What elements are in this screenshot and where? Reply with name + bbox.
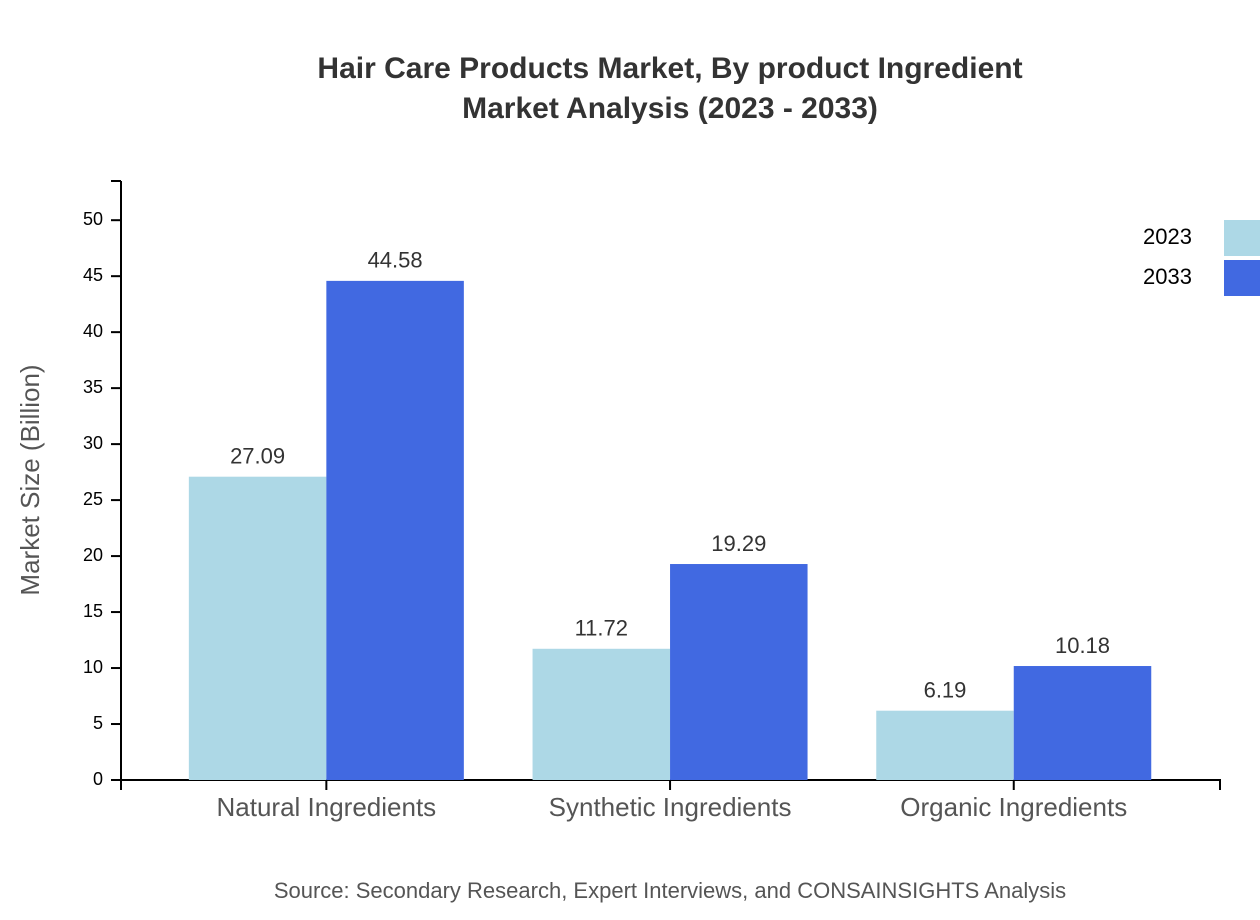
x-tick-label: Organic Ingredients (900, 792, 1127, 822)
value-label: 6.19 (924, 678, 967, 703)
legend-swatch (1224, 220, 1260, 256)
value-label: 11.72 (575, 616, 628, 641)
value-label: 27.09 (230, 444, 285, 469)
value-label: 10.18 (1055, 633, 1110, 658)
bar (326, 280, 464, 780)
legend-swatch (1224, 260, 1260, 296)
legend-label: 2033 (1143, 264, 1192, 289)
value-label: 19.29 (711, 531, 766, 556)
source-note: Source: Secondary Research, Expert Inter… (274, 878, 1066, 903)
bar (188, 476, 327, 780)
bar (532, 648, 671, 780)
bar (876, 710, 1014, 780)
y-axis-label: Market Size (Billion) (15, 364, 45, 595)
y-tick-label: 50 (83, 209, 103, 229)
y-tick-label: 25 (83, 489, 103, 509)
bar (670, 564, 808, 780)
y-tick-label: 20 (83, 545, 103, 565)
chart-title: Hair Care Products Market, By product In… (317, 52, 1022, 85)
y-tick-label: 40 (83, 321, 103, 341)
y-tick-label: 45 (83, 265, 103, 285)
x-tick-label: Natural Ingredients (217, 792, 437, 822)
y-tick-label: 35 (83, 377, 103, 397)
y-tick-label: 15 (83, 601, 103, 621)
y-tick-label: 5 (93, 713, 103, 733)
y-tick-label: 0 (93, 769, 103, 789)
x-tick-label: Synthetic Ingredients (549, 792, 792, 822)
y-tick-label: 10 (83, 657, 103, 677)
value-label: 44.58 (368, 248, 423, 273)
chart-title: Market Analysis (2023 - 2033) (462, 92, 878, 125)
y-tick-label: 30 (83, 433, 103, 453)
legend-label: 2023 (1143, 224, 1192, 249)
bar (1013, 666, 1152, 780)
